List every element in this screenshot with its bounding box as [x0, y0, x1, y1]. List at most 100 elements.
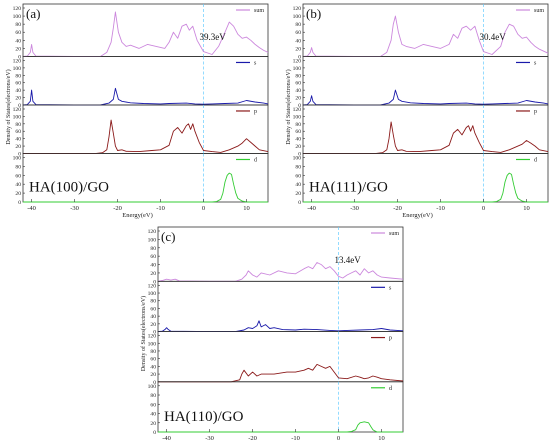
y-tick-label: 120: [148, 283, 157, 289]
panel-letter-label: (b): [306, 6, 321, 21]
y-tick-label: 60: [150, 306, 156, 312]
y-tick-label: 0: [298, 200, 301, 206]
series-d-line: [158, 421, 403, 433]
panel-frame: [157, 280, 404, 332]
y-tick-label: 120: [148, 229, 157, 235]
band-gap-label: 13.4eV: [335, 255, 362, 265]
panel-frame: [157, 331, 404, 383]
y-tick-label: 40: [295, 38, 301, 44]
y-tick-label: 60: [295, 129, 301, 135]
y-tick-label: 60: [15, 129, 21, 135]
system-label: HA(111)/GO: [309, 179, 388, 195]
x-tick-label: -10: [436, 205, 445, 212]
y-tick-label: 60: [295, 81, 301, 87]
y-tick-label: 120: [293, 58, 302, 64]
panel-frame: [302, 56, 549, 106]
x-tick-label: -40: [27, 205, 36, 212]
y-tick-label: 0: [153, 279, 156, 285]
y-tick-label: 80: [295, 122, 301, 128]
y-axis-label: Density of States(electrons/eV): [140, 296, 147, 371]
y-tick-label: 40: [295, 88, 301, 94]
y-tick-label: 120: [13, 107, 22, 113]
legend-label-s: s: [254, 60, 257, 66]
dos-panel-sum: 0 20 40 60 80 100 120 sum: [293, 3, 549, 60]
y-tick-label: 40: [15, 88, 21, 94]
x-tick-label: -40: [307, 205, 316, 212]
legend-label-p: p: [389, 336, 392, 342]
y-tick-label: 60: [295, 30, 301, 36]
series-p-line: [303, 121, 549, 154]
x-tick-label: -40: [162, 435, 171, 441]
y-tick-label: 100: [13, 155, 22, 161]
y-tick-label: 60: [295, 173, 301, 179]
y-tick-label: 60: [15, 173, 21, 179]
y-tick-label: 20: [150, 421, 156, 427]
y-tick-label: 120: [293, 6, 302, 12]
y-tick-label: 100: [293, 14, 302, 20]
legend-label-sum: sum: [389, 231, 399, 237]
y-tick-label: 0: [298, 54, 301, 60]
y-tick-label: 80: [295, 22, 301, 28]
y-tick-label: 20: [295, 46, 301, 52]
y-tick-label: 100: [148, 237, 157, 243]
y-tick-label: 60: [150, 357, 156, 363]
y-tick-label: 80: [150, 246, 156, 252]
x-tick-label: -10: [291, 435, 300, 441]
panel-letter-label: (a): [26, 6, 40, 21]
y-tick-label: 20: [150, 271, 156, 277]
series-p-line: [23, 119, 269, 154]
series-sum-line: [302, 15, 549, 57]
y-tick-label: 40: [150, 314, 156, 320]
y-tick-label: 0: [153, 380, 156, 386]
x-tick-label: -30: [70, 205, 79, 212]
x-tick-label: -20: [113, 205, 122, 212]
panel-frame: [302, 3, 549, 57]
dos-panel-d: 0 20 40 60 80 100 d: [148, 381, 404, 436]
legend-label-p: p: [534, 109, 537, 115]
panel-frame: [22, 104, 269, 154]
x-tick-label: -20: [393, 205, 402, 212]
x-tick-label: -30: [205, 435, 214, 441]
y-tick-label: 20: [150, 322, 156, 328]
y-tick-label: 80: [295, 73, 301, 79]
legend-label-sum: sum: [254, 8, 264, 14]
y-tick-label: 40: [150, 364, 156, 370]
y-tick-label: 100: [293, 155, 302, 161]
legend-label-d: d: [389, 386, 392, 392]
y-tick-label: 0: [18, 103, 21, 109]
panel-letter-label: (c): [161, 229, 175, 244]
y-tick-label: 20: [15, 96, 21, 102]
y-tick-label: 0: [18, 151, 21, 157]
y-tick-label: 100: [293, 114, 302, 120]
system-label: HA(100)/GO: [29, 179, 109, 195]
y-tick-label: 0: [153, 330, 156, 336]
x-tick-label: 0: [337, 435, 340, 441]
y-axis-label: Density of States(electrons/eV): [285, 69, 292, 144]
y-tick-label: 40: [150, 263, 156, 269]
y-axis-label: Density of States(electrons/eV): [5, 69, 12, 144]
y-tick-label: 100: [13, 66, 22, 72]
series-s-line: [157, 320, 404, 333]
y-tick-label: 0: [153, 430, 156, 436]
series-p-line: [158, 363, 404, 383]
y-tick-label: 60: [15, 30, 21, 36]
x-tick-label: -10: [156, 205, 165, 212]
x-axis-label: Energy(eV): [122, 212, 153, 219]
y-tick-label: 0: [298, 103, 301, 109]
y-tick-label: 20: [15, 144, 21, 150]
x-tick-label: 0: [482, 205, 485, 212]
panel-frame: [22, 56, 269, 106]
y-tick-label: 100: [148, 384, 157, 390]
y-tick-label: 120: [13, 6, 22, 12]
y-tick-label: 60: [150, 254, 156, 260]
dos-panel-sum: 0 20 40 60 80 100 120 sum: [13, 3, 269, 60]
y-tick-label: 60: [150, 402, 156, 408]
y-tick-label: 80: [150, 299, 156, 305]
series-s-line: [22, 87, 269, 106]
y-tick-label: 40: [15, 137, 21, 143]
legend-label-d: d: [254, 157, 257, 163]
